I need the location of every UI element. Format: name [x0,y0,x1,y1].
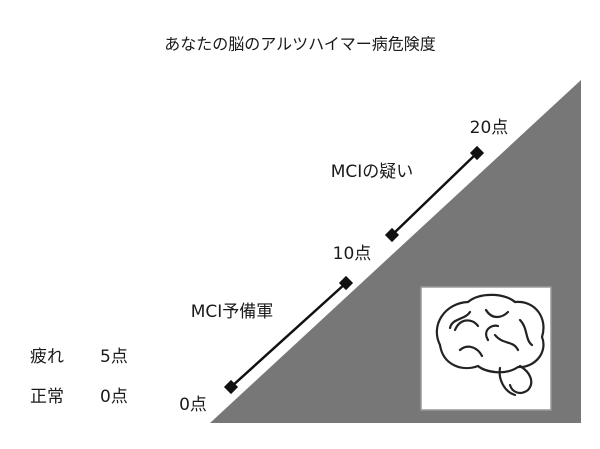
scale-label: 20点 [470,118,509,138]
stage-label: MCIの疑い [331,162,414,182]
legend-score: 5点 [100,347,128,367]
stage-line [223,275,354,395]
scale-label: 0点 [179,395,207,415]
legend-label: 疲れ [30,347,64,367]
brain-icon [420,286,552,411]
legend-label: 正常 [30,387,64,407]
scale-label: 10点 [333,244,372,264]
legend-score: 0点 [100,387,128,407]
stage-label: MCI予備軍 [191,302,274,322]
stage-line [384,145,485,243]
title: あなたの脳のアルツハイマー病危険度 [164,35,436,54]
